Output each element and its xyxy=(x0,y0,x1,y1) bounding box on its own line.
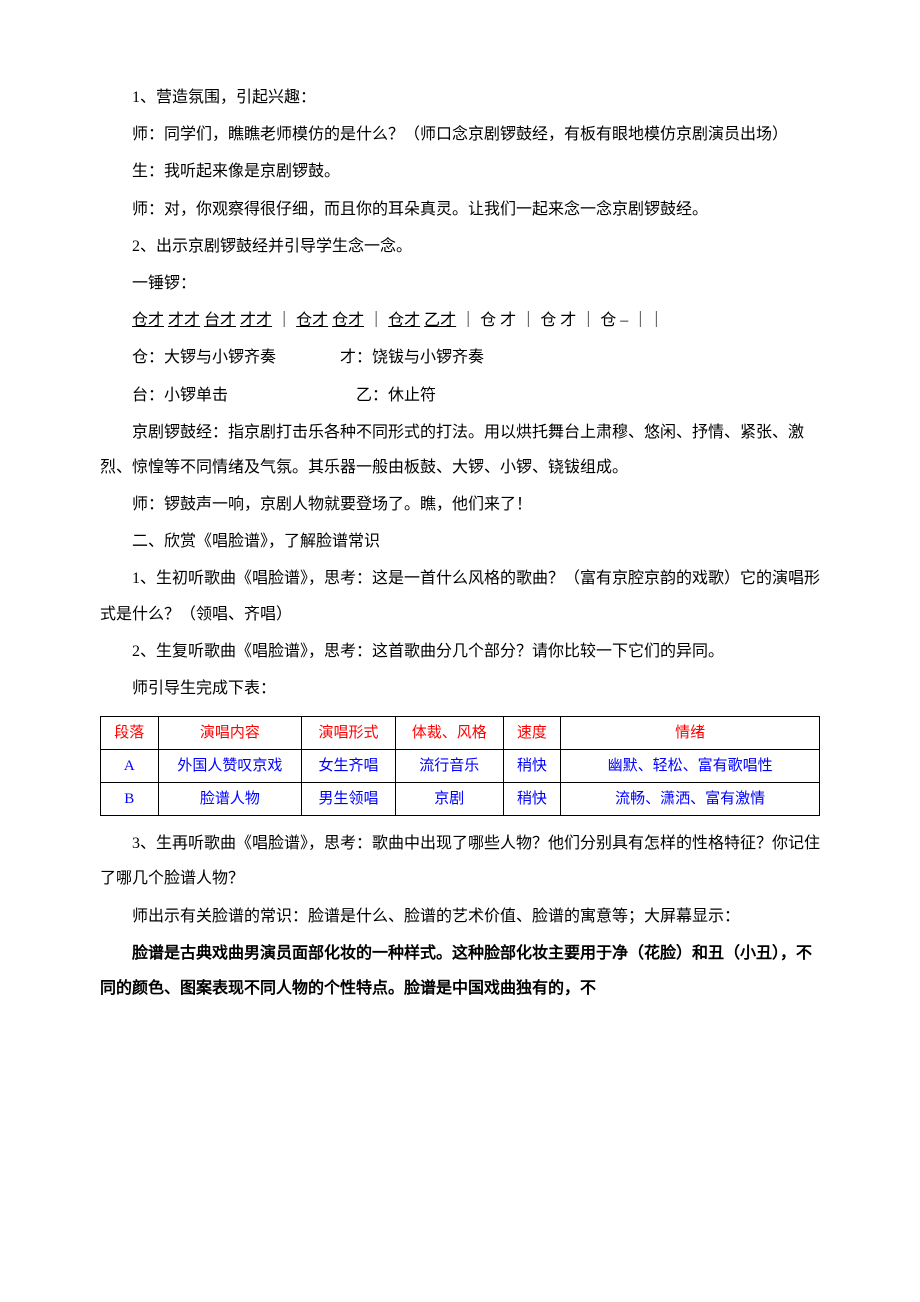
para-4: 师：对，你观察得很仔细，而且你的耳朵真灵。让我们一起来念一念京剧锣鼓经。 xyxy=(100,192,820,227)
para-7: 京剧锣鼓经：指京剧打击乐各种不同形式的打法。用以烘托舞台上肃穆、悠闲、抒情、紧张… xyxy=(100,415,820,485)
para-15: 脸谱是古典戏曲男演员面部化妆的一种样式。这种脸部化妆主要用于净（花脸）和丑（小丑… xyxy=(100,936,820,1006)
inst-cang: 仓：大锣与小锣齐奏 xyxy=(132,349,276,366)
cell-b-form: 男生领唱 xyxy=(302,783,395,816)
notation-g11: 仓 – xyxy=(600,312,628,329)
notation-g3: 台才 xyxy=(204,312,236,329)
gong-notation-line: 仓才 才才 台才 才才 ｜ 仓才 仓才 ｜ 仓才 乙才 ｜ 仓 才 ｜ 仓 才 … xyxy=(100,303,820,338)
table-row: B 脸谱人物 男生领唱 京剧 稍快 流畅、潇洒、富有激情 xyxy=(101,783,820,816)
notation-g10: 仓 才 xyxy=(540,312,576,329)
bar-2: ｜ xyxy=(368,312,384,329)
cell-a-section: A xyxy=(101,750,159,783)
bar-6: ｜｜ xyxy=(632,312,664,329)
cell-b-mood: 流畅、潇洒、富有激情 xyxy=(561,783,820,816)
para-10: 1、生初听歌曲《唱脸谱》，思考：这是一首什么风格的歌曲？（富有京腔京韵的戏歌）它… xyxy=(100,561,820,631)
cell-b-genre: 京剧 xyxy=(395,783,503,816)
para-6: 一锤锣： xyxy=(100,266,820,301)
instrument-row-1: 仓：大锣与小锣齐奏 才：饶钹与小锣齐奏 xyxy=(100,340,820,375)
cell-a-genre: 流行音乐 xyxy=(395,750,503,783)
para-5: 2、出示京剧锣鼓经并引导学生念一念。 xyxy=(100,229,820,264)
para-13: 3、生再听歌曲《唱脸谱》，思考：歌曲中出现了哪些人物？他们分别具有怎样的性格特征… xyxy=(100,826,820,896)
comparison-table: 段落 演唱内容 演唱形式 体裁、风格 速度 情绪 A 外国人赞叹京戏 女生齐唱 … xyxy=(100,716,820,816)
para-14: 师出示有关脸谱的常识：脸谱是什么、脸谱的艺术价值、脸谱的寓意等；大屏幕显示： xyxy=(100,899,820,934)
para-2: 师：同学们，瞧瞧老师模仿的是什么？（师口念京剧锣鼓经，有板有眼地模仿京剧演员出场… xyxy=(100,117,820,152)
notation-g2: 才才 xyxy=(168,312,200,329)
notation-g1: 仓才 xyxy=(132,312,164,329)
cell-a-mood: 幽默、轻松、富有歌唱性 xyxy=(561,750,820,783)
inst-yi: 乙：休止符 xyxy=(356,387,436,404)
hdr-mood: 情绪 xyxy=(561,717,820,750)
notation-g9: 仓 才 xyxy=(480,312,516,329)
bar-1: ｜ xyxy=(276,312,292,329)
inst-tai: 台：小锣单击 xyxy=(132,387,228,404)
bar-3: ｜ xyxy=(460,312,476,329)
para-12: 师引导生完成下表： xyxy=(100,671,820,706)
hdr-section: 段落 xyxy=(101,717,159,750)
hdr-content: 演唱内容 xyxy=(158,717,302,750)
cell-b-section: B xyxy=(101,783,159,816)
bar-5: ｜ xyxy=(580,312,596,329)
para-8: 师：锣鼓声一响，京剧人物就要登场了。瞧，他们来了！ xyxy=(100,487,820,522)
cell-a-speed: 稍快 xyxy=(503,750,561,783)
para-9: 二、欣赏《唱脸谱》，了解脸谱常识 xyxy=(100,524,820,559)
para-3: 生：我听起来像是京剧锣鼓。 xyxy=(100,154,820,189)
cell-b-content: 脸谱人物 xyxy=(158,783,302,816)
hdr-form: 演唱形式 xyxy=(302,717,395,750)
para-11: 2、生复听歌曲《唱脸谱》，思考：这首歌曲分几个部分？请你比较一下它们的异同。 xyxy=(100,634,820,669)
notation-g7: 仓才 xyxy=(388,312,420,329)
inst-cai: 才：饶钹与小锣齐奏 xyxy=(340,349,484,366)
hdr-speed: 速度 xyxy=(503,717,561,750)
bar-4: ｜ xyxy=(520,312,536,329)
hdr-genre: 体裁、风格 xyxy=(395,717,503,750)
table-row: A 外国人赞叹京戏 女生齐唱 流行音乐 稍快 幽默、轻松、富有歌唱性 xyxy=(101,750,820,783)
cell-b-speed: 稍快 xyxy=(503,783,561,816)
instrument-row-2: 台：小锣单击 乙：休止符 xyxy=(100,378,820,413)
table-header-row: 段落 演唱内容 演唱形式 体裁、风格 速度 情绪 xyxy=(101,717,820,750)
notation-g4: 才才 xyxy=(240,312,272,329)
notation-g8: 乙才 xyxy=(424,312,456,329)
notation-g6: 仓才 xyxy=(332,312,364,329)
para-1: 1、营造氛围，引起兴趣： xyxy=(100,80,820,115)
cell-a-content: 外国人赞叹京戏 xyxy=(158,750,302,783)
cell-a-form: 女生齐唱 xyxy=(302,750,395,783)
notation-g5: 仓才 xyxy=(296,312,328,329)
